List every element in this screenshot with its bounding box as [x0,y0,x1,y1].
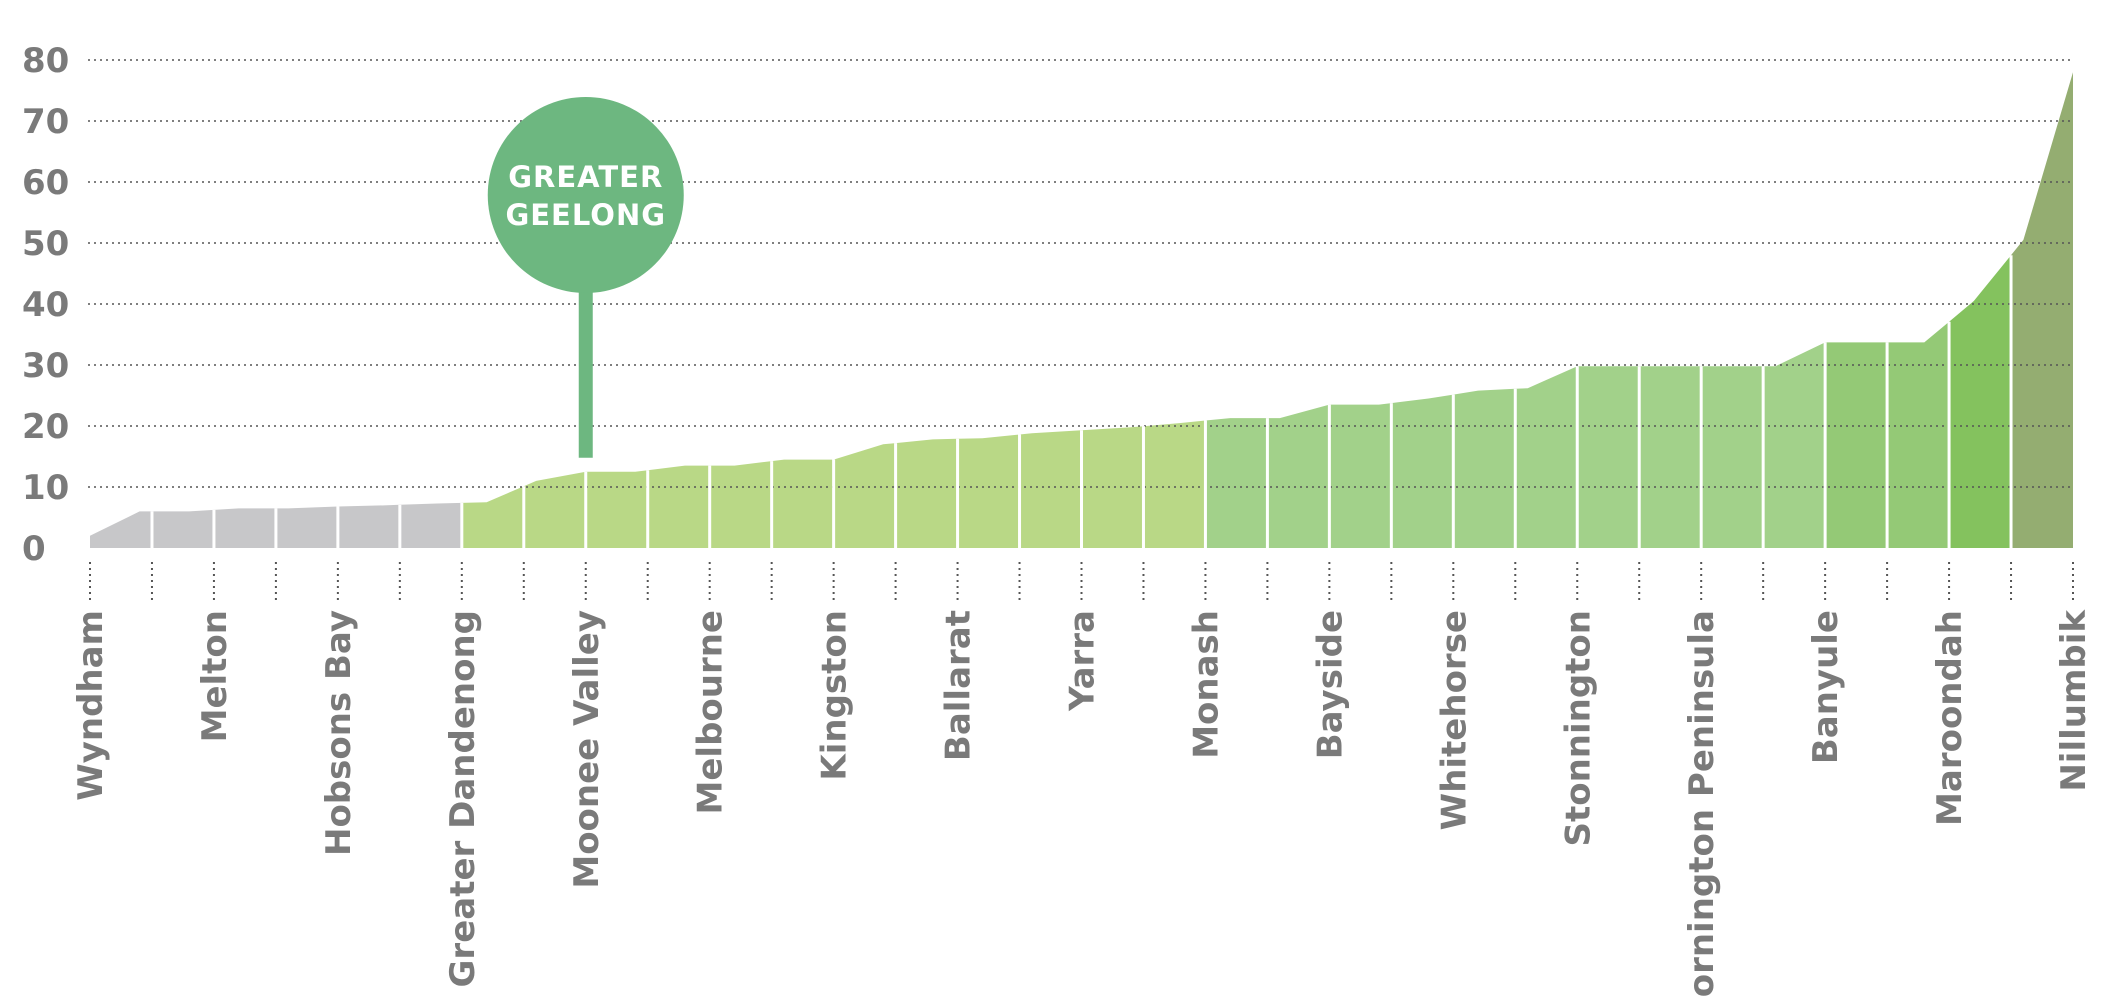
category-label: Bayside [1310,610,1350,759]
y-tick-label: 0 [22,529,46,569]
category-label: Stonnington [1558,610,1598,847]
area-segment [152,509,214,548]
area-segment [1267,404,1330,548]
callout-circle [487,97,684,293]
callout-label-line2: GEELONG [505,198,666,232]
category-label: Hobsons Bay [319,610,359,856]
area-segment [337,504,400,548]
category-label: Melbourne [691,610,731,814]
area-segment [1639,366,1702,548]
area-segment [1763,342,1826,548]
y-tick-label: 40 [22,285,69,325]
area-segment [1205,418,1268,548]
area-segment [709,461,772,548]
category-label: Yarra [1063,610,1103,712]
category-label: Greater Dandenong [443,610,483,987]
area-segment [1391,394,1454,548]
area-segment [2011,72,2073,548]
area-segment [1825,342,1888,548]
area-segment [1453,388,1516,548]
area-segment [895,438,958,548]
y-tick-label: 50 [22,224,69,264]
area-segment [1949,255,2011,548]
area-segment [1701,366,1764,548]
area-segment [1515,366,1578,548]
category-label: Banyule [1806,610,1846,764]
area-segment [90,511,152,548]
callout-label-line1: GREATER [508,160,663,194]
category-label: Moonee Valley [567,610,607,889]
category-label: Kingston [815,610,855,781]
area-segment [1329,403,1392,548]
y-tick-label: 10 [22,468,69,508]
category-label: Wyndham [71,610,111,801]
y-tick-label: 70 [22,102,69,142]
area-segments [90,72,2073,548]
greater-geelong-callout: GREATER GEELONG [487,97,684,458]
category-label: Maroondah [1930,610,1970,826]
category-labels: Wyndham Melton Hobsons Bay Greater Dandenon… [71,609,2094,1000]
area-segment [213,508,276,548]
area-segment [647,465,710,548]
y-tick-labels: 0 10 20 30 40 50 60 70 80 [22,41,69,569]
area-segment [771,459,834,548]
area-segment [1019,430,1082,548]
area-segment [1081,426,1144,548]
area-segment [461,486,524,548]
y-tick-label: 20 [22,407,69,447]
area-segment [585,470,648,548]
gridlines [88,59,2073,488]
area-segment [1143,420,1206,548]
area-segment [1887,321,1950,548]
area-segment [957,434,1020,548]
category-label: Mornington Peninsula [1682,610,1722,1000]
area-segment [523,471,586,548]
category-label: Melton [195,610,235,742]
category-label: Nillumbik [2054,609,2094,792]
category-label: Whitehorse [1434,610,1474,830]
area-segment [399,502,462,548]
area-segment [1577,366,1640,548]
y-tick-label: 80 [22,41,69,81]
y-tick-label: 30 [22,346,69,386]
area-segment [275,506,338,548]
segment-separators [150,255,2013,548]
category-label: Monash [1186,610,1226,759]
category-label: Ballarat [939,610,979,761]
callout-stem [578,289,593,458]
x-tick-marks [89,562,2074,600]
y-tick-label: 60 [22,163,69,203]
area-segment [833,443,896,548]
